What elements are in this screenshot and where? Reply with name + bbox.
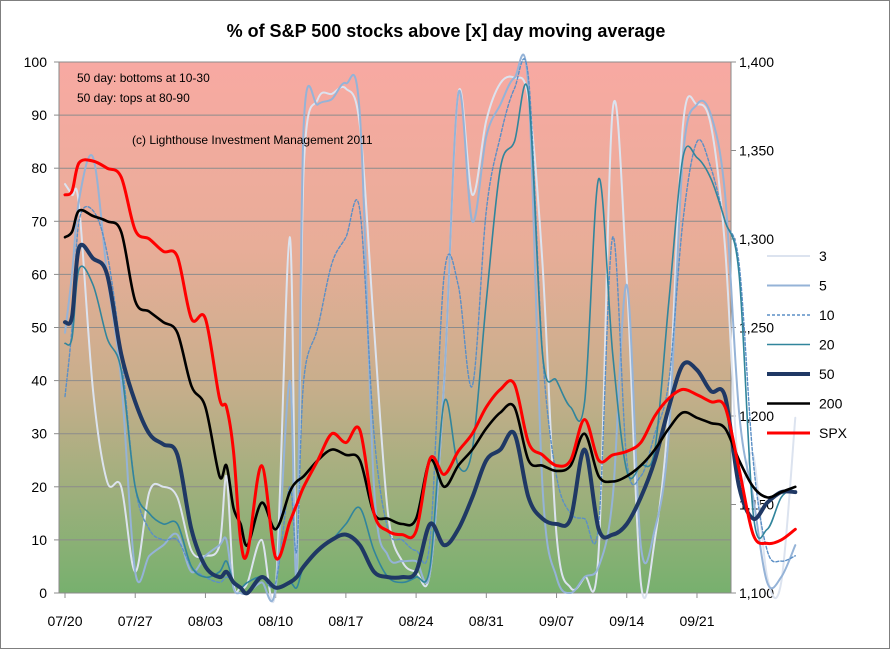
left-tick-label: 10 [31,532,47,548]
x-tick-label: 09/21 [679,613,714,629]
x-tick-label: 07/20 [47,613,82,629]
left-tick-label: 80 [31,160,47,176]
x-tick-label: 07/27 [118,613,153,629]
series-line-200 [63,208,797,547]
chart-title: % of S&P 500 stocks above [x] day moving… [227,21,666,41]
legend: 3 5 10 20 50 200 SPX [767,248,848,441]
x-tick-label: 08/24 [399,613,434,629]
right-tick-label: 1,400 [739,54,774,70]
x-axis: 07/20 07/27 08/03 08/10 08/17 08/24 08/31 09/07… [47,593,715,629]
left-tick-label: 40 [31,373,47,389]
left-tick-label: 90 [31,107,47,123]
x-tick-label: 08/10 [258,613,293,629]
legend-label-spx: SPX [819,425,848,441]
x-tick-label: 08/17 [328,613,363,629]
left-tick-label: 0 [39,585,47,601]
left-tick-label: 20 [31,479,47,495]
series-line-5 [64,53,797,603]
gridlines [59,61,731,541]
legend-label-200: 200 [819,396,843,412]
legend-label-20: 20 [819,337,835,353]
legend-label-3: 3 [819,248,827,264]
legend-label-50: 50 [819,366,835,382]
right-tick-label: 1,350 [739,143,774,159]
annotation-copyright: (c) Lighthouse Investment Management 201… [132,133,373,147]
series-line-50 [63,242,798,596]
right-tick-label: 1,100 [739,585,774,601]
series-line-20 [64,83,797,590]
left-tick-label: 50 [31,320,47,336]
series-lines [63,53,798,603]
x-tick-label: 08/03 [188,613,223,629]
x-tick-label: 09/07 [539,613,574,629]
x-tick-label: 09/14 [609,613,644,629]
right-tick-label: 1,250 [739,320,774,336]
left-tick-label: 30 [31,426,47,442]
right-tick-label: 1,200 [739,408,774,424]
left-tick-label: 100 [24,54,48,70]
legend-label-5: 5 [819,278,827,294]
left-tick-label: 70 [31,213,47,229]
left-tick-label: 60 [31,266,47,282]
x-tick-label: 08/31 [469,613,504,629]
left-axis: 0 10 20 30 40 50 60 70 80 90 100 [24,54,59,601]
right-tick-label: 1,300 [739,231,774,247]
series-line-spx [63,158,797,561]
annotation-bottoms: 50 day: bottoms at 10-30 [77,71,210,85]
annotation-tops: 50 day: tops at 80-90 [77,91,190,105]
legend-label-10: 10 [819,307,835,323]
